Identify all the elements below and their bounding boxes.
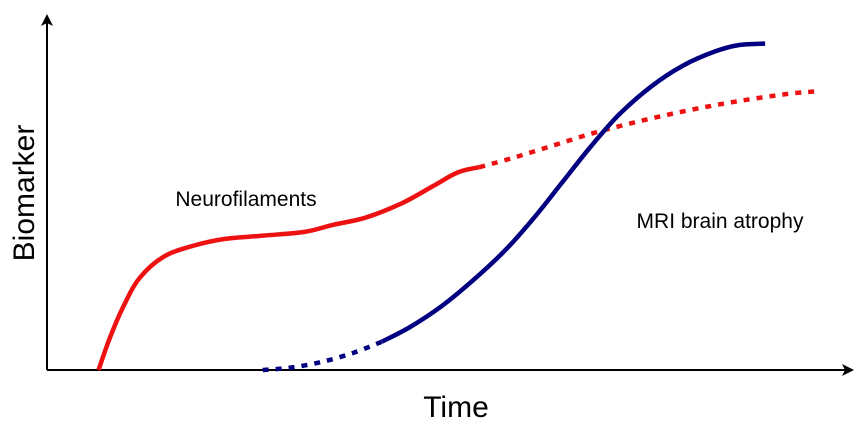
series-neurofilaments-dashed-line — [478, 89, 816, 170]
series-label-mri-brain-atrophy: MRI brain atrophy — [637, 210, 804, 233]
series-mri-brain-atrophy-dashed-line — [262, 339, 383, 373]
y-axis-label: Biomarker — [8, 125, 41, 262]
axes — [41, 14, 854, 376]
x-axis-label: Time — [423, 391, 489, 422]
series-layer — [96, 41, 816, 373]
series-neurofilaments-solid-line — [96, 164, 480, 371]
series-label-neurofilaments: Neurofilaments — [175, 188, 316, 211]
series-mri-brain-atrophy-solid-line — [380, 41, 766, 344]
